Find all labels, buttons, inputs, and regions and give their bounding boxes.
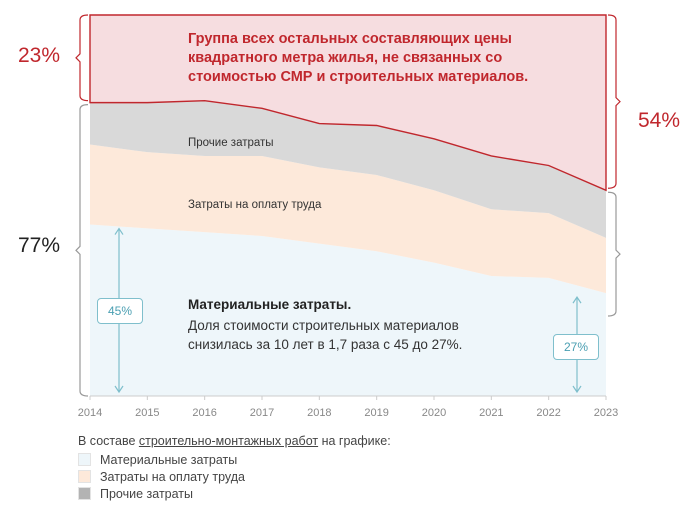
legend-title-link: строительно-монтажных работ xyxy=(138,434,319,448)
area-labor xyxy=(90,144,606,294)
start-share-arrow-head-top xyxy=(114,227,124,235)
x-tick-label: 2021 xyxy=(479,407,503,419)
right-top-bracket xyxy=(607,14,621,189)
right-bottom-bracket xyxy=(607,191,621,317)
other-group-annotation: Группа всех остальных составляющих цены … xyxy=(188,31,529,85)
legend-swatch-materials xyxy=(78,453,91,466)
other-costs-label: Прочие затраты xyxy=(188,137,274,149)
end-share-arrow-head-top xyxy=(572,296,582,304)
x-tick-label: 2016 xyxy=(192,407,216,419)
area-other-group xyxy=(90,15,606,191)
legend-item-materials: Материальные затраты xyxy=(78,451,391,468)
legend-swatch-other xyxy=(78,487,91,500)
legend-title: В составе строительно-монтажных работ на… xyxy=(78,434,391,448)
materials-title: Материальные затраты. xyxy=(188,297,352,312)
x-tick-label: 2022 xyxy=(536,407,560,419)
start-share-arrow-head-bottom xyxy=(114,385,124,394)
legend: В составе строительно-монтажных работ на… xyxy=(78,434,391,502)
left-top-share: 23% xyxy=(18,44,61,67)
legend-swatch-labor xyxy=(78,470,91,483)
area-materials xyxy=(90,224,606,396)
x-tick-label: 2018 xyxy=(307,407,331,419)
area-other-costs xyxy=(90,100,606,238)
left-top-bracket xyxy=(75,14,89,102)
left-bottom-share: 77% xyxy=(18,234,61,257)
other-group-border xyxy=(89,14,607,192)
x-tick-label: 2020 xyxy=(422,407,446,419)
start-share-box: 45% xyxy=(97,298,143,324)
left-bottom-bracket xyxy=(75,104,89,397)
x-tick-label: 2023 xyxy=(594,407,618,419)
end-share-arrow-head-bottom xyxy=(572,385,582,394)
materials-description: Доля стоимости строительных материалов с… xyxy=(188,318,463,352)
x-tick-label: 2015 xyxy=(135,407,159,419)
x-tick-label: 2017 xyxy=(250,407,274,419)
legend-item-labor: Затраты на оплату труда xyxy=(78,468,391,485)
legend-item-other: Прочие затраты xyxy=(78,485,391,502)
end-share-box: 27% xyxy=(553,334,599,360)
x-tick-label: 2019 xyxy=(364,407,388,419)
labor-costs-label: Затраты на оплату труда xyxy=(188,199,322,211)
right-share: 54% xyxy=(638,109,681,132)
x-tick-label: 2014 xyxy=(78,407,102,419)
